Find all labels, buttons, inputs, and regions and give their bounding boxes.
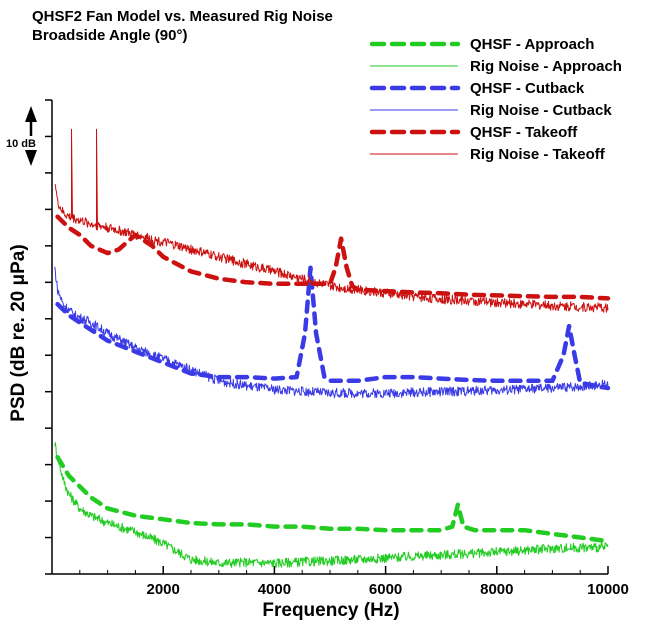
legend-item-qhsf-approach: QHSF - Approach: [369, 36, 594, 53]
plot-axes: [51, 100, 608, 575]
scale-indicator: 10 dB: [6, 106, 37, 166]
chart-subtitle: Broadside Angle (90°): [32, 27, 187, 44]
x-tick-label: 2000: [147, 581, 180, 598]
legend-label: Rig Noise - Approach: [470, 58, 622, 75]
legend-label: QHSF - Takeoff: [470, 124, 578, 141]
series-line-rig-noise-cutback: [54, 266, 609, 399]
legend-item-rig-noise-cutback: Rig Noise - Cutback: [370, 102, 612, 119]
x-tick-label: 8000: [480, 581, 513, 598]
series-line-rig-noise-approach: [54, 442, 609, 568]
series-line-qhsf-cutback: [55, 265, 611, 391]
series-layer: [54, 128, 611, 568]
legend-item-rig-noise-approach: Rig Noise - Approach: [370, 58, 622, 75]
legend-label: Rig Noise - Cutback: [470, 102, 612, 119]
legend-label: Rig Noise - Takeoff: [470, 146, 606, 163]
chart-title: QHSF2 Fan Model vs. Measured Rig Noise: [32, 8, 333, 25]
series-line-qhsf-takeoff: [55, 214, 611, 301]
legend-item-qhsf-takeoff: QHSF - Takeoff: [369, 124, 578, 141]
legend-item-qhsf-cutback: QHSF - Cutback: [369, 80, 585, 97]
x-tick-label: 4000: [258, 581, 291, 598]
y-axis-ticks: [45, 99, 52, 575]
x-tick-label: 10000: [587, 581, 629, 598]
y-axis-title: PSD (dB re. 20 μPa): [8, 244, 29, 421]
series-line-rig-noise-takeoff: [54, 128, 609, 313]
legend-label: QHSF - Cutback: [470, 80, 585, 97]
legend-item-rig-noise-takeoff: Rig Noise - Takeoff: [370, 146, 606, 163]
x-axis-ticks: 2000 4000 6000 8000 10000: [79, 566, 629, 598]
scale-label: 10 dB: [6, 138, 36, 150]
legend: QHSF - Approach Rig Noise - Approach QHSF …: [369, 36, 622, 163]
series-line-qhsf-approach: [55, 455, 611, 544]
x-axis-title: Frequency (Hz): [262, 600, 399, 621]
x-tick-label: 6000: [369, 581, 402, 598]
legend-label: QHSF - Approach: [470, 36, 594, 53]
